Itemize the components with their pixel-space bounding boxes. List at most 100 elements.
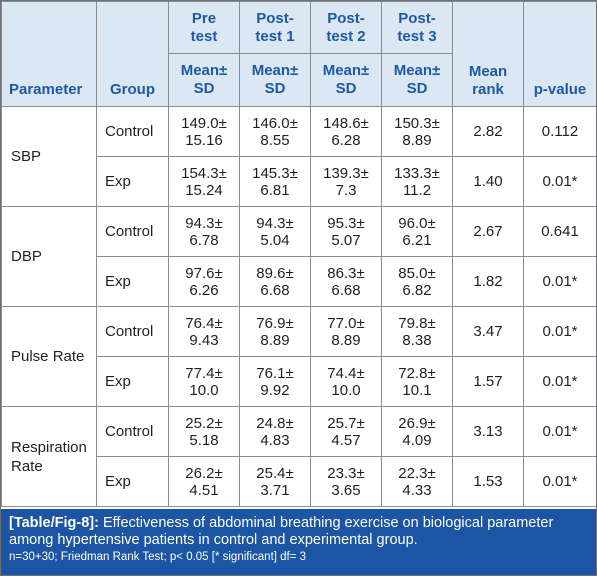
header-mean-sd: Mean± SD — [310, 53, 382, 107]
table-header: Parameter Group Pre test Post-test 1 Post… — [1, 1, 597, 107]
group-cell: Control — [96, 306, 169, 357]
header-mean-sd: Mean± SD — [239, 53, 311, 107]
mean-value: 77.0± — [327, 314, 365, 332]
sd-value: 15.16 — [185, 131, 223, 149]
table-row: DBP Control 94.3± 6.78 94.3± 5.04 95.3± 5.07 96.… — [1, 206, 596, 307]
mean-sd-cell: 25.2± 5.18 — [168, 406, 240, 457]
header-group: Group — [96, 1, 169, 107]
mean-rank-cell: 1.53 — [452, 456, 524, 507]
mean-rank-cell: 1.57 — [452, 356, 524, 407]
mean-sd-cell: 77.4± 10.0 — [168, 356, 240, 407]
table-row: Exp 97.6± 6.26 89.6± 6.68 86.3± 6.68 85.0± 6.82 1… — [2, 256, 596, 307]
mean-sd-cell: 76.4± 9.43 — [168, 306, 240, 357]
mean-sd-cell: 25.4± 3.71 — [239, 456, 311, 507]
sd-value: 3.71 — [260, 481, 290, 499]
mean-value: 23.3± — [327, 464, 365, 482]
mean-sd-cell: 85.0± 6.82 — [381, 256, 453, 307]
parameter-name-cell: Pulse Rate — [1, 306, 97, 407]
mean-value: 89.6± — [256, 264, 294, 282]
mean-value: 133.3± — [394, 164, 440, 182]
sd-value: 6.68 — [331, 281, 361, 299]
sd-value: 10.1 — [402, 381, 432, 399]
header-row-2: Mean± SD Mean± SD Mean± SD Mean± SD — [2, 53, 597, 107]
p-value-cell: 0.01* — [523, 456, 596, 507]
p-value-cell: 0.641 — [523, 206, 596, 257]
mean-sd-cell: 25.7± 4.57 — [310, 406, 382, 457]
p-value-cell: 0.01* — [523, 306, 596, 357]
mean-sd-cell: 97.6± 6.26 — [168, 256, 240, 307]
mean-value: 24.8± — [256, 414, 294, 432]
table-row: Exp 154.3± 15.24 145.3± 6.81 139.3± 7.3 133.3± 1… — [2, 156, 596, 207]
mean-sd-cell: 79.8± 8.38 — [381, 306, 453, 357]
sd-value: 4.83 — [260, 431, 290, 449]
results-table: Parameter Group Pre test Post-test 1 Post… — [1, 1, 597, 507]
mean-value: 76.1± — [256, 364, 294, 382]
table-row: Pulse Rate Control 76.4± 9.43 76.9± 8.89 77.0±… — [1, 306, 596, 407]
mean-value: 22.3± — [398, 464, 436, 482]
sd-value: 6.28 — [331, 131, 361, 149]
mean-value: 94.3± — [256, 214, 294, 232]
mean-value: 139.3± — [323, 164, 369, 182]
mean-value: 145.3± — [252, 164, 298, 182]
sd-value: 5.18 — [189, 431, 219, 449]
header-pretest: Pre test — [168, 1, 240, 54]
sd-value: 3.65 — [331, 481, 361, 499]
sd-value: 9.92 — [260, 381, 290, 399]
sd-value: 6.82 — [402, 281, 432, 299]
mean-value: 25.2± — [185, 414, 223, 432]
sd-value: 5.04 — [260, 231, 290, 249]
sd-value: 4.57 — [331, 431, 361, 449]
mean-value: 85.0± — [398, 264, 436, 282]
mean-sd-cell: 145.3± 6.81 — [239, 156, 311, 207]
mean-value: 149.0± — [181, 114, 227, 132]
group-cell: Exp — [96, 156, 169, 207]
sd-value: 8.38 — [402, 331, 432, 349]
header-p-value: p-value — [523, 1, 596, 107]
mean-sd-cell: 76.1± 9.92 — [239, 356, 311, 407]
mean-rank-cell: 1.82 — [452, 256, 524, 307]
mean-value: 154.3± — [181, 164, 227, 182]
group-cell: Control — [96, 406, 169, 457]
sd-value: 6.78 — [189, 231, 219, 249]
sd-value: 10.0 — [189, 381, 219, 399]
sd-value: 8.89 — [260, 331, 290, 349]
mean-sd-cell: 133.3± 11.2 — [381, 156, 453, 207]
mean-value: 76.4± — [185, 314, 223, 332]
mean-sd-cell: 86.3± 6.68 — [310, 256, 382, 307]
p-value-cell: 0.01* — [523, 356, 596, 407]
group-cell: Exp — [96, 456, 169, 507]
p-value-cell: 0.01* — [523, 156, 596, 207]
mean-value: 26.2± — [185, 464, 223, 482]
caption-text: [Table/Fig-8]: Effectiveness of abdomina… — [9, 515, 588, 549]
header-posttest-3: Post-test 3 — [381, 1, 453, 54]
mean-rank-cell: 2.82 — [452, 106, 524, 157]
mean-sd-cell: 150.3± 8.89 — [381, 106, 453, 157]
mean-sd-cell: 26.9± 4.09 — [381, 406, 453, 457]
header-parameter: Parameter — [1, 1, 97, 107]
group-cell: Control — [96, 206, 169, 257]
mean-sd-cell: 77.0± 8.89 — [310, 306, 382, 357]
figure-caption: [Table/Fig-8]: Effectiveness of abdomina… — [1, 509, 596, 575]
header-row-1: Parameter Group Pre test Post-test 1 Post… — [1, 1, 596, 107]
sd-value: 4.33 — [402, 481, 432, 499]
mean-sd-cell: 23.3± 3.65 — [310, 456, 382, 507]
mean-value: 72.8± — [398, 364, 436, 382]
mean-sd-cell: 94.3± 5.04 — [239, 206, 311, 257]
sd-value: 8.89 — [402, 131, 432, 149]
sd-value: 11.2 — [402, 181, 432, 199]
header-mean-rank: Mean rank — [452, 1, 524, 107]
mean-value: 74.4± — [327, 364, 365, 382]
mean-value: 76.9± — [256, 314, 294, 332]
mean-sd-cell: 76.9± 8.89 — [239, 306, 311, 357]
sd-value: 10.0 — [331, 381, 361, 399]
mean-rank-cell: 2.67 — [452, 206, 524, 257]
group-cell: Exp — [96, 356, 169, 407]
mean-sd-cell: 146.0± 8.55 — [239, 106, 311, 157]
mean-sd-cell: 22.3± 4.33 — [381, 456, 453, 507]
parameter-name-line: DBP — [11, 248, 42, 265]
header-posttest-1: Post-test 1 — [239, 1, 311, 54]
sd-value: 9.43 — [189, 331, 219, 349]
mean-sd-cell: 94.3± 6.78 — [168, 206, 240, 257]
table-body: SBP Control 149.0± 15.16 146.0± 8.55 148.6± 6.2… — [1, 106, 596, 507]
